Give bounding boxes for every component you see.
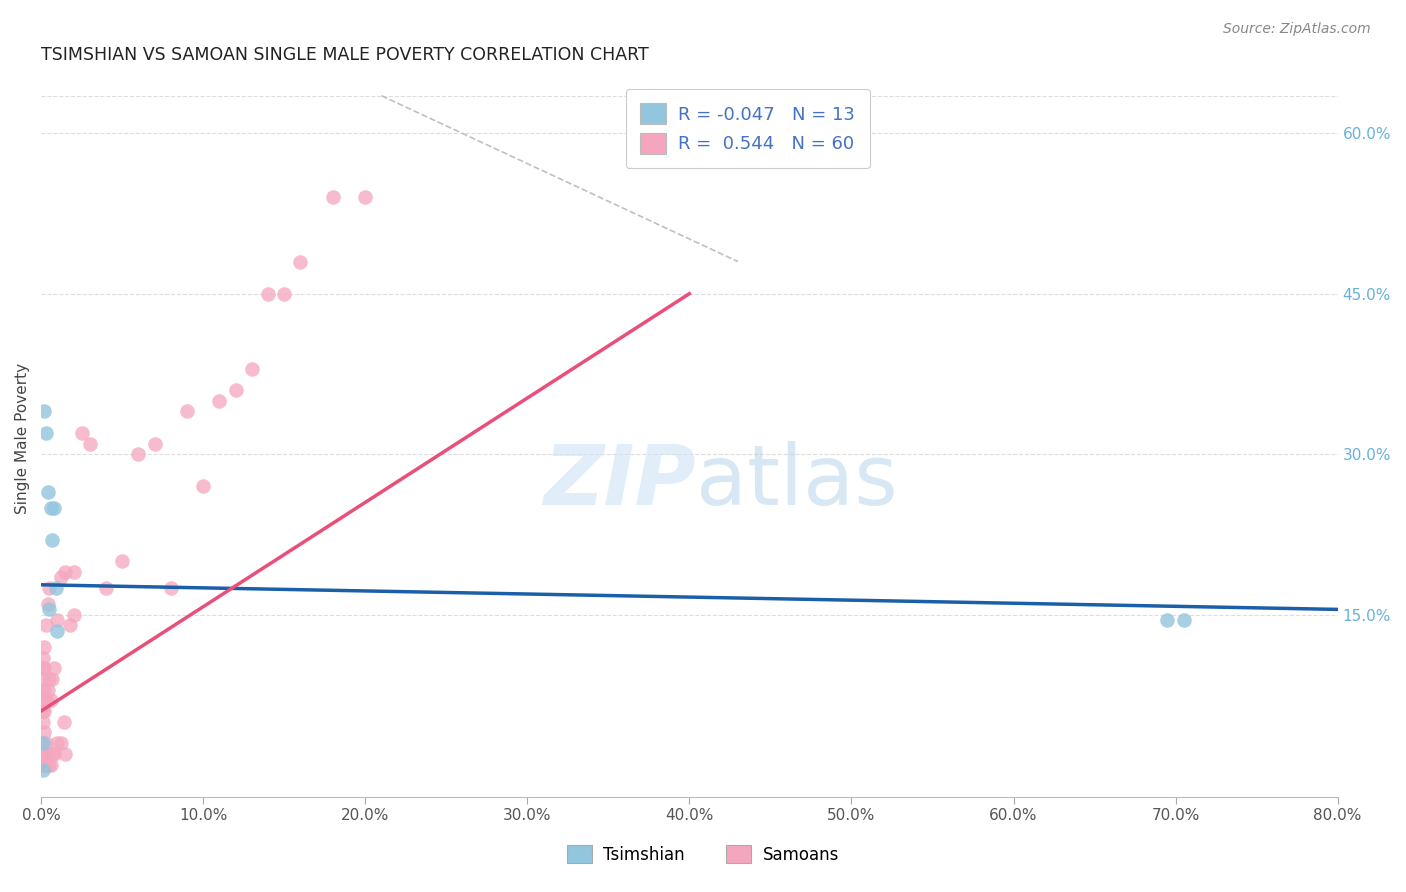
- Point: [31, 682, 53, 697]
- Point: [31, 714, 53, 729]
- Y-axis label: Single Male Poverty: Single Male Poverty: [15, 363, 30, 514]
- Point: [42, 661, 65, 675]
- Point: [38, 581, 60, 595]
- Point: [46, 613, 69, 627]
- Point: [31, 736, 53, 750]
- Point: [31, 757, 53, 772]
- Point: [34, 725, 56, 739]
- Point: [208, 393, 231, 408]
- Point: [79, 436, 101, 450]
- Point: [39, 500, 62, 515]
- Point: [34, 747, 56, 761]
- Point: [34, 704, 56, 718]
- Point: [143, 436, 166, 450]
- Point: [35, 618, 58, 632]
- Point: [159, 581, 181, 595]
- Point: [41, 747, 63, 761]
- Point: [31, 704, 53, 718]
- Point: [52, 714, 75, 729]
- Point: [55, 565, 77, 579]
- Point: [34, 661, 56, 675]
- Point: [49, 736, 72, 750]
- Point: [34, 757, 56, 772]
- Point: [1173, 613, 1195, 627]
- Point: [240, 361, 263, 376]
- Point: [193, 479, 215, 493]
- Point: [31, 661, 53, 675]
- Point: [127, 447, 149, 461]
- Point: [62, 607, 84, 622]
- Point: [38, 672, 60, 686]
- Point: [38, 602, 60, 616]
- Point: [94, 581, 117, 595]
- Point: [290, 254, 312, 268]
- Legend: R = -0.047   N = 13, R =  0.544   N = 60: R = -0.047 N = 13, R = 0.544 N = 60: [626, 88, 869, 169]
- Point: [31, 736, 53, 750]
- Point: [59, 618, 82, 632]
- Point: [273, 286, 295, 301]
- Text: atlas: atlas: [696, 441, 897, 522]
- Point: [49, 570, 72, 584]
- Point: [31, 763, 53, 777]
- Point: [111, 554, 134, 568]
- Point: [39, 693, 62, 707]
- Point: [31, 693, 53, 707]
- Point: [46, 624, 69, 638]
- Point: [176, 404, 198, 418]
- Point: [35, 425, 58, 440]
- Point: [41, 533, 63, 547]
- Point: [62, 565, 84, 579]
- Point: [70, 425, 93, 440]
- Text: ZIP: ZIP: [543, 441, 696, 522]
- Point: [34, 404, 56, 418]
- Point: [45, 581, 67, 595]
- Point: [31, 650, 53, 665]
- Point: [31, 747, 53, 761]
- Point: [34, 640, 56, 654]
- Point: [37, 484, 59, 499]
- Point: [38, 757, 60, 772]
- Point: [354, 190, 377, 204]
- Point: [42, 747, 65, 761]
- Point: [37, 597, 59, 611]
- Point: [1156, 613, 1178, 627]
- Point: [34, 682, 56, 697]
- Point: [35, 736, 58, 750]
- Point: [42, 500, 65, 515]
- Point: [35, 693, 58, 707]
- Point: [46, 736, 69, 750]
- Point: [37, 682, 59, 697]
- Point: [41, 672, 63, 686]
- Point: [322, 190, 344, 204]
- Text: TSIMSHIAN VS SAMOAN SINGLE MALE POVERTY CORRELATION CHART: TSIMSHIAN VS SAMOAN SINGLE MALE POVERTY …: [41, 46, 648, 64]
- Text: Source: ZipAtlas.com: Source: ZipAtlas.com: [1223, 22, 1371, 37]
- Legend: Tsimshian, Samoans: Tsimshian, Samoans: [560, 838, 846, 871]
- Point: [37, 747, 59, 761]
- Point: [225, 383, 247, 397]
- Point: [31, 672, 53, 686]
- Point: [35, 757, 58, 772]
- Point: [55, 747, 77, 761]
- Point: [257, 286, 280, 301]
- Point: [39, 757, 62, 772]
